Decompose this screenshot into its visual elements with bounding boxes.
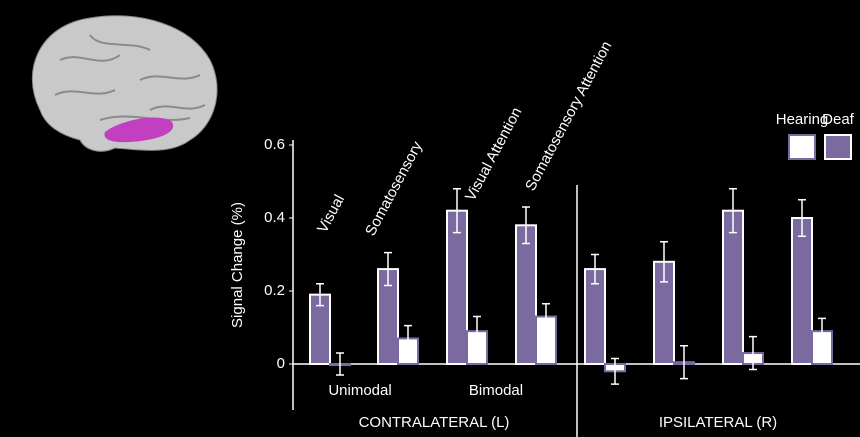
group-label: IPSILATERAL (R)	[659, 414, 777, 431]
y-axis-label: Signal Change (%)	[229, 202, 246, 328]
legend-swatch	[789, 135, 815, 159]
chart: Signal Change (%) 0 0.2 0.4 0.6 Visual Somato…	[0, 0, 860, 437]
category-label: Somatosensory	[362, 138, 426, 238]
y-tick-label: 0.6	[264, 136, 285, 153]
bar	[792, 218, 812, 364]
category-label: Somatosensory Attention	[522, 39, 615, 194]
group-label: CONTRALATERAL (L)	[359, 414, 510, 431]
y-tick-label: 0	[277, 355, 285, 372]
legend-swatch	[825, 135, 851, 159]
category-label: Visual	[314, 192, 348, 236]
y-tick-label: 0.2	[264, 282, 285, 299]
legend-label: Hearing	[776, 111, 829, 128]
group-label: Unimodal	[328, 382, 391, 399]
brain-illustration	[32, 16, 217, 151]
page: {"chart_data": { "type": "bar", "y_label…	[0, 0, 860, 437]
y-tick-label: 0.4	[264, 209, 285, 226]
bar	[723, 211, 743, 364]
group-label: Bimodal	[469, 382, 523, 399]
category-label: Visual Attention	[462, 105, 525, 204]
bar	[516, 225, 536, 364]
legend-label: Deaf	[822, 111, 855, 128]
bar	[447, 211, 467, 364]
